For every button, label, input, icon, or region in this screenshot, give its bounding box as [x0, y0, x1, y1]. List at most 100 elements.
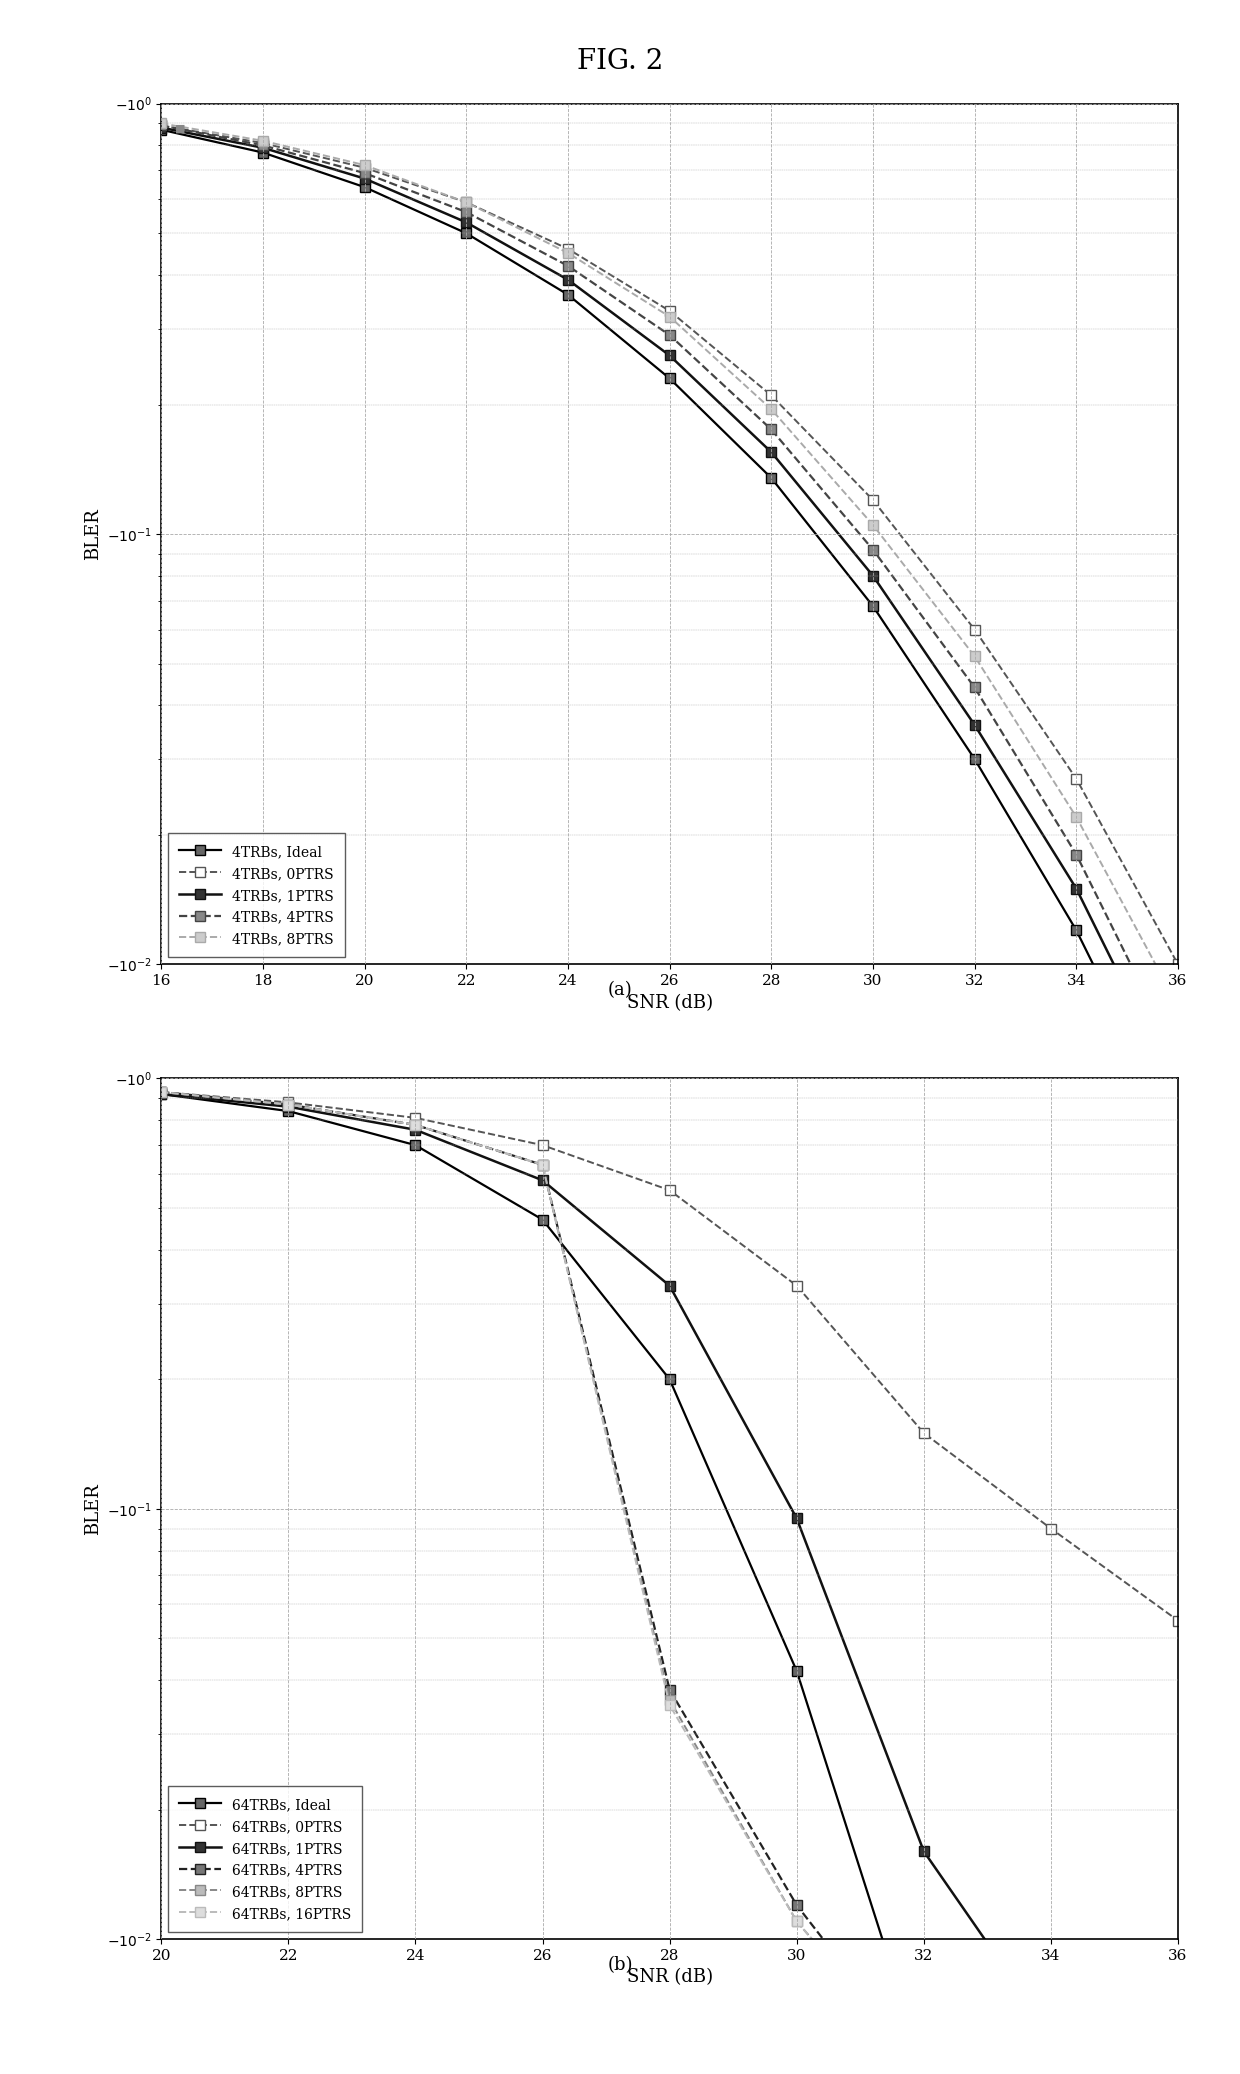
64TRBs, 0PTRS [1043, 1516, 1058, 1541]
64TRBs, 16PTRS [916, 2055, 931, 2074]
64TRBs, 1PTRS [536, 1168, 551, 1193]
64TRBs, 8PTRS [662, 1688, 677, 1713]
4TRBs, 4PTRS [866, 537, 880, 562]
Line: 4TRBs, Ideal: 4TRBs, Ideal [156, 124, 1183, 1141]
Text: (b): (b) [608, 1956, 632, 1974]
4TRBs, 8PTRS [154, 110, 169, 135]
64TRBs, Ideal [154, 1083, 169, 1108]
4TRBs, 1PTRS [560, 268, 575, 292]
4TRBs, 4PTRS [662, 324, 677, 348]
64TRBs, 0PTRS [662, 1178, 677, 1203]
4TRBs, 1PTRS [357, 166, 372, 191]
4TRBs, 4PTRS [459, 199, 474, 224]
64TRBs, 16PTRS [662, 1692, 677, 1717]
4TRBs, 0PTRS [560, 236, 575, 261]
4TRBs, Ideal [1171, 1124, 1185, 1149]
4TRBs, 0PTRS [764, 384, 779, 409]
4TRBs, 0PTRS [866, 487, 880, 512]
Line: 64TRBs, 8PTRS: 64TRBs, 8PTRS [156, 1087, 1183, 2074]
64TRBs, 8PTRS [916, 2055, 931, 2074]
4TRBs, 8PTRS [1069, 805, 1084, 830]
4TRBs, Ideal [967, 747, 982, 772]
64TRBs, 4PTRS [280, 1093, 295, 1118]
4TRBs, 1PTRS [154, 116, 169, 141]
4TRBs, 1PTRS [255, 135, 270, 160]
4TRBs, 4PTRS [764, 417, 779, 442]
4TRBs, 8PTRS [967, 643, 982, 668]
4TRBs, 8PTRS [866, 512, 880, 537]
Y-axis label: BLER: BLER [84, 1483, 103, 1535]
64TRBs, 4PTRS [916, 2055, 931, 2074]
64TRBs, 8PTRS [408, 1112, 423, 1137]
4TRBs, Ideal [866, 593, 880, 618]
64TRBs, 0PTRS [536, 1132, 551, 1157]
64TRBs, 0PTRS [1171, 1607, 1185, 1632]
4TRBs, 0PTRS [1171, 952, 1185, 977]
64TRBs, Ideal [916, 2055, 931, 2074]
Text: ■: ■ [175, 124, 185, 133]
4TRBs, 4PTRS [1069, 842, 1084, 867]
4TRBs, 8PTRS [662, 305, 677, 330]
Text: FIG. 2: FIG. 2 [577, 48, 663, 75]
Line: 64TRBs, 1PTRS: 64TRBs, 1PTRS [156, 1089, 1183, 2074]
Legend: 4TRBs, Ideal, 4TRBs, 0PTRS, 4TRBs, 1PTRS, 4TRBs, 4PTRS, 4TRBs, 8PTRS: 4TRBs, Ideal, 4TRBs, 0PTRS, 4TRBs, 1PTRS… [169, 834, 345, 958]
64TRBs, Ideal [662, 1367, 677, 1392]
Line: 64TRBs, 0PTRS: 64TRBs, 0PTRS [156, 1087, 1183, 1626]
4TRBs, Ideal [357, 174, 372, 199]
64TRBs, 16PTRS [790, 1908, 805, 1933]
4TRBs, 0PTRS [459, 191, 474, 216]
64TRBs, 0PTRS [408, 1105, 423, 1130]
64TRBs, 0PTRS [916, 1421, 931, 1446]
4TRBs, 4PTRS [154, 114, 169, 139]
64TRBs, 0PTRS [790, 1273, 805, 1298]
4TRBs, Ideal [764, 465, 779, 489]
4TRBs, 1PTRS [866, 564, 880, 589]
X-axis label: SNR (dB): SNR (dB) [626, 993, 713, 1012]
4TRBs, 1PTRS [1171, 1081, 1185, 1105]
Line: 64TRBs, 4PTRS: 64TRBs, 4PTRS [156, 1087, 1183, 2074]
64TRBs, 16PTRS [154, 1081, 169, 1105]
4TRBs, 1PTRS [1069, 875, 1084, 900]
64TRBs, 8PTRS [154, 1081, 169, 1105]
Line: 4TRBs, 4PTRS: 4TRBs, 4PTRS [156, 120, 1183, 1064]
4TRBs, 0PTRS [1069, 765, 1084, 790]
4TRBs, 0PTRS [255, 131, 270, 156]
64TRBs, 1PTRS [1043, 2022, 1058, 2047]
64TRBs, 1PTRS [154, 1083, 169, 1108]
Legend: 64TRBs, Ideal, 64TRBs, 0PTRS, 64TRBs, 1PTRS, 64TRBs, 4PTRS, 64TRBs, 8PTRS, 64TRB: 64TRBs, Ideal, 64TRBs, 0PTRS, 64TRBs, 1P… [169, 1786, 362, 1933]
4TRBs, 0PTRS [357, 156, 372, 180]
4TRBs, Ideal [1069, 919, 1084, 944]
64TRBs, 0PTRS [154, 1081, 169, 1105]
64TRBs, 4PTRS [662, 1678, 677, 1703]
64TRBs, 16PTRS [280, 1093, 295, 1118]
64TRBs, 1PTRS [790, 1506, 805, 1531]
4TRBs, Ideal [255, 141, 270, 166]
64TRBs, 16PTRS [536, 1153, 551, 1178]
64TRBs, Ideal [790, 1659, 805, 1684]
4TRBs, 1PTRS [764, 440, 779, 465]
Line: 64TRBs, Ideal: 64TRBs, Ideal [156, 1089, 1183, 2074]
64TRBs, 8PTRS [280, 1093, 295, 1118]
64TRBs, 4PTRS [408, 1112, 423, 1137]
64TRBs, 1PTRS [662, 1273, 677, 1298]
64TRBs, 4PTRS [790, 1894, 805, 1918]
64TRBs, 8PTRS [536, 1153, 551, 1178]
4TRBs, 0PTRS [154, 114, 169, 139]
64TRBs, 4PTRS [154, 1081, 169, 1105]
64TRBs, 1PTRS [280, 1095, 295, 1120]
4TRBs, Ideal [560, 282, 575, 307]
4TRBs, 8PTRS [459, 191, 474, 216]
Line: 4TRBs, 8PTRS: 4TRBs, 8PTRS [156, 118, 1183, 1010]
Line: 4TRBs, 0PTRS: 4TRBs, 0PTRS [156, 120, 1183, 969]
Y-axis label: BLER: BLER [84, 508, 103, 560]
64TRBs, Ideal [280, 1099, 295, 1124]
64TRBs, Ideal [408, 1132, 423, 1157]
4TRBs, Ideal [154, 118, 169, 143]
64TRBs, 16PTRS [408, 1112, 423, 1137]
64TRBs, 0PTRS [280, 1091, 295, 1116]
X-axis label: SNR (dB): SNR (dB) [626, 1968, 713, 1987]
Line: 64TRBs, 16PTRS: 64TRBs, 16PTRS [156, 1087, 1183, 2074]
4TRBs, 4PTRS [255, 133, 270, 158]
4TRBs, 1PTRS [662, 342, 677, 367]
Text: (a): (a) [608, 981, 632, 1000]
